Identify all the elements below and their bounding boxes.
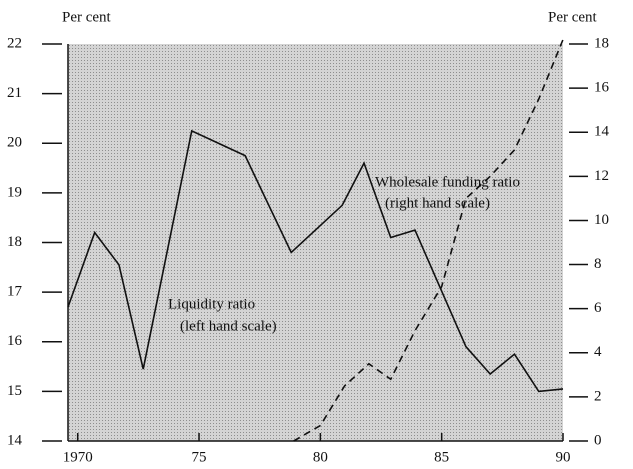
y2-tick-label: 18 [594,35,609,51]
y2-tick-label: 6 [594,300,602,316]
annotation: Wholesale funding ratio [375,174,520,190]
x-tick-label: 80 [313,449,328,465]
annotation: (left hand scale) [180,318,277,334]
x-tick-label: 85 [434,449,449,465]
annotation: Liquidity ratio [168,296,255,312]
y-tick-label: 17 [7,284,23,300]
y-tick-label: 18 [7,234,22,250]
y2-tick-label: 14 [594,124,610,140]
y2-tick-label: 2 [594,388,602,404]
right-axis-label: Per cent [548,9,598,25]
y2-tick-label: 4 [594,344,602,360]
x-tick-label: 90 [556,449,571,465]
series-line [293,39,564,442]
y2-tick-label: 10 [594,212,609,228]
y2-tick-label: 12 [594,168,609,184]
annotation: (right hand scale) [385,195,490,211]
y-tick-label: 20 [7,135,22,151]
y-tick-label: 14 [7,432,23,448]
y2-tick-label: 0 [594,432,602,448]
series-line [67,129,564,393]
y-tick-label: 21 [7,85,22,101]
x-tick-label: 75 [192,449,207,465]
y2-tick-label: 8 [594,256,602,272]
y-tick-label: 19 [7,184,22,200]
plot-area [68,44,563,441]
y-tick-label: 16 [7,333,23,349]
left-axis-label: Per cent [62,9,112,25]
y-tick-label: 15 [7,383,22,399]
y-tick-label: 22 [7,35,22,51]
y2-tick-label: 16 [594,80,610,96]
x-tick-label: 1970 [63,449,93,465]
